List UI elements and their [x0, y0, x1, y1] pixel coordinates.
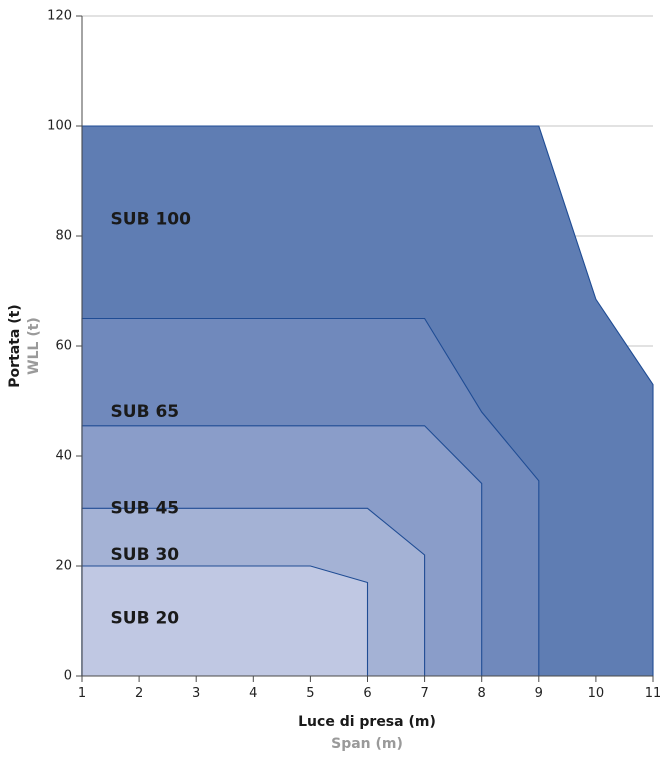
x-axis-subtitle: Span (m)	[331, 736, 403, 752]
y-tick-label-100: 100	[47, 119, 72, 134]
x-tick-label-4: 4	[249, 686, 257, 701]
x-tick-label-9: 9	[535, 686, 543, 701]
x-tick-label-5: 5	[306, 686, 314, 701]
x-tick-label-10: 10	[588, 686, 605, 701]
axes: 0 20 40 60 80 100 120 1 2 3 4 5 6 7 8 9 10 11	[47, 9, 660, 702]
y-axis-subtitle: WLL (t)	[26, 317, 42, 375]
series-areas	[81, 125, 654, 677]
y-tick-label-120: 120	[47, 9, 72, 24]
x-tick-label-8: 8	[478, 686, 486, 701]
y-tick-label-60: 60	[55, 339, 72, 354]
label-sub-65: SUB 65	[111, 402, 180, 422]
label-sub-30: SUB 30	[111, 545, 180, 565]
x-tick-label-1: 1	[78, 686, 86, 701]
series-labels: SUB 100 SUB 65 SUB 45 SUB 30 SUB 20	[111, 210, 192, 629]
x-axis-title: Luce di presa (m)	[298, 714, 436, 730]
x-tick-label-3: 3	[192, 686, 200, 701]
y-axis-title: Portata (t)	[7, 304, 23, 387]
label-sub-100: SUB 100	[111, 210, 192, 230]
label-sub-20: SUB 20	[111, 608, 180, 628]
x-tick-label-2: 2	[135, 686, 143, 701]
x-tick-label-11: 11	[645, 686, 660, 701]
y-tick-label-40: 40	[55, 449, 72, 464]
y-tick-label-80: 80	[55, 229, 72, 244]
x-tick-label-6: 6	[363, 686, 371, 701]
y-tick-label-0: 0	[64, 669, 72, 684]
y-tick-label-20: 20	[55, 559, 72, 574]
label-sub-45: SUB 45	[111, 498, 180, 518]
x-tick-label-7: 7	[420, 686, 428, 701]
